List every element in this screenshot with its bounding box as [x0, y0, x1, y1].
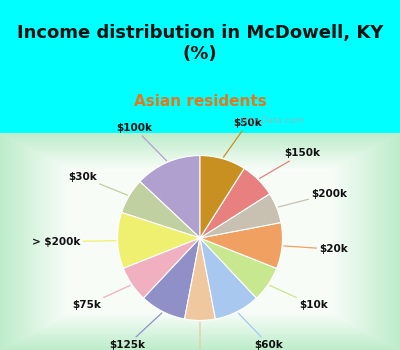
Text: $75k: $75k: [72, 285, 130, 310]
Text: $50k: $50k: [224, 118, 262, 157]
Wedge shape: [184, 238, 216, 321]
Text: $150k: $150k: [260, 148, 321, 178]
Text: $100k: $100k: [116, 123, 166, 161]
Wedge shape: [118, 212, 200, 268]
Text: > $200k: > $200k: [32, 237, 116, 247]
Wedge shape: [200, 238, 256, 319]
Text: Asian residents: Asian residents: [134, 94, 266, 109]
Text: $40k: $40k: [186, 322, 214, 350]
Text: $60k: $60k: [238, 313, 283, 350]
Text: Income distribution in McDowell, KY
(%): Income distribution in McDowell, KY (%): [17, 24, 383, 63]
Wedge shape: [140, 155, 200, 238]
Wedge shape: [200, 194, 281, 238]
Wedge shape: [144, 238, 200, 319]
Text: $20k: $20k: [284, 244, 348, 254]
Wedge shape: [200, 223, 282, 268]
Text: $10k: $10k: [270, 285, 328, 310]
Wedge shape: [200, 168, 270, 238]
Wedge shape: [200, 238, 277, 298]
Wedge shape: [200, 155, 244, 238]
Text: $125k: $125k: [110, 313, 162, 350]
Wedge shape: [122, 182, 200, 238]
Text: City-Data.com: City-Data.com: [240, 116, 304, 125]
Text: $30k: $30k: [68, 172, 128, 195]
Text: $200k: $200k: [278, 189, 347, 207]
Wedge shape: [123, 238, 200, 298]
